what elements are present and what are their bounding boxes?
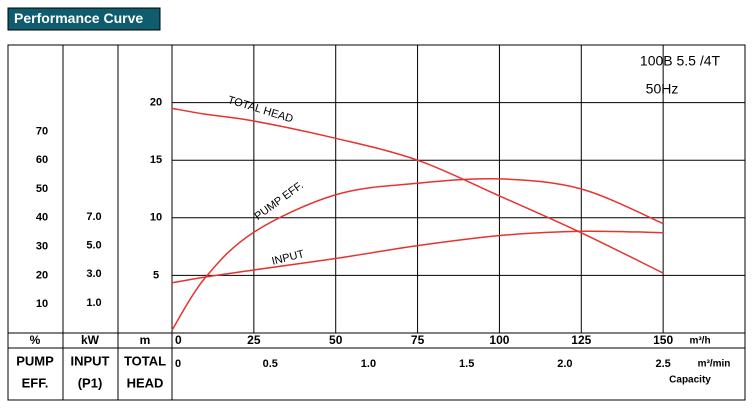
- x-tick-label: 100: [489, 333, 509, 347]
- axis-title: PUMP: [16, 353, 54, 368]
- model: 100B 5.5 /4T: [640, 53, 721, 69]
- y2-tick-label: 40: [36, 212, 48, 224]
- axis-title: INPUT: [71, 353, 110, 368]
- axis-title: EFF.: [22, 375, 49, 390]
- y2-tick-label: 10: [36, 298, 48, 310]
- curve-label: PUMP EFF.: [252, 179, 305, 222]
- y2-tick-label: 20: [36, 269, 48, 281]
- axis-title: (P1): [78, 375, 103, 390]
- x2-tick-label: 0: [175, 358, 181, 370]
- y-tick-label: 10: [150, 212, 162, 224]
- curve-label: TOTAL HEAD: [226, 94, 294, 125]
- x-tick-label: 0: [175, 333, 182, 347]
- x2-tick-label: 1.0: [361, 358, 376, 370]
- axis-unit: m: [140, 333, 151, 347]
- curve: [171, 177, 664, 331]
- y2-tick-label: 70: [36, 125, 48, 137]
- title-box: [7, 7, 161, 31]
- x-label: Capacity: [669, 375, 711, 386]
- y3-tick-label: 5.0: [86, 240, 101, 252]
- axis-title: TOTAL: [124, 353, 166, 368]
- axis-unit: %: [30, 333, 41, 347]
- y3-tick-label: 1.0: [86, 297, 101, 309]
- x2-tick-label: 2.5: [655, 358, 670, 370]
- x-tick-label: 150: [653, 333, 673, 347]
- y2-tick-label: 60: [36, 154, 48, 166]
- axis-title: HEAD: [127, 375, 164, 390]
- frequency: 50Hz: [646, 81, 679, 97]
- x2-unit: m³/min: [698, 359, 731, 370]
- y-tick-label: 5: [153, 269, 159, 281]
- chart-title: Performance Curve: [14, 10, 143, 26]
- x2-tick-label: 2.0: [557, 358, 572, 370]
- x-unit: m³/h: [689, 336, 710, 347]
- x-tick-label: 25: [247, 333, 261, 347]
- frame: [7, 44, 746, 401]
- axis-unit: kW: [81, 333, 100, 347]
- x-tick-label: 125: [571, 333, 591, 347]
- curve: [171, 230, 664, 284]
- y3-tick-label: 7.0: [86, 211, 101, 223]
- x-tick-label: 50: [329, 333, 343, 347]
- y2-tick-label: 30: [36, 241, 48, 253]
- y-tick-label: 20: [150, 97, 162, 109]
- x2-tick-label: 0.5: [263, 358, 278, 370]
- y2-tick-label: 50: [36, 183, 48, 195]
- y3-tick-label: 3.0: [86, 268, 101, 280]
- x2-tick-label: 1.5: [459, 358, 474, 370]
- x-tick-label: 75: [411, 333, 425, 347]
- y-tick-label: 15: [150, 154, 162, 166]
